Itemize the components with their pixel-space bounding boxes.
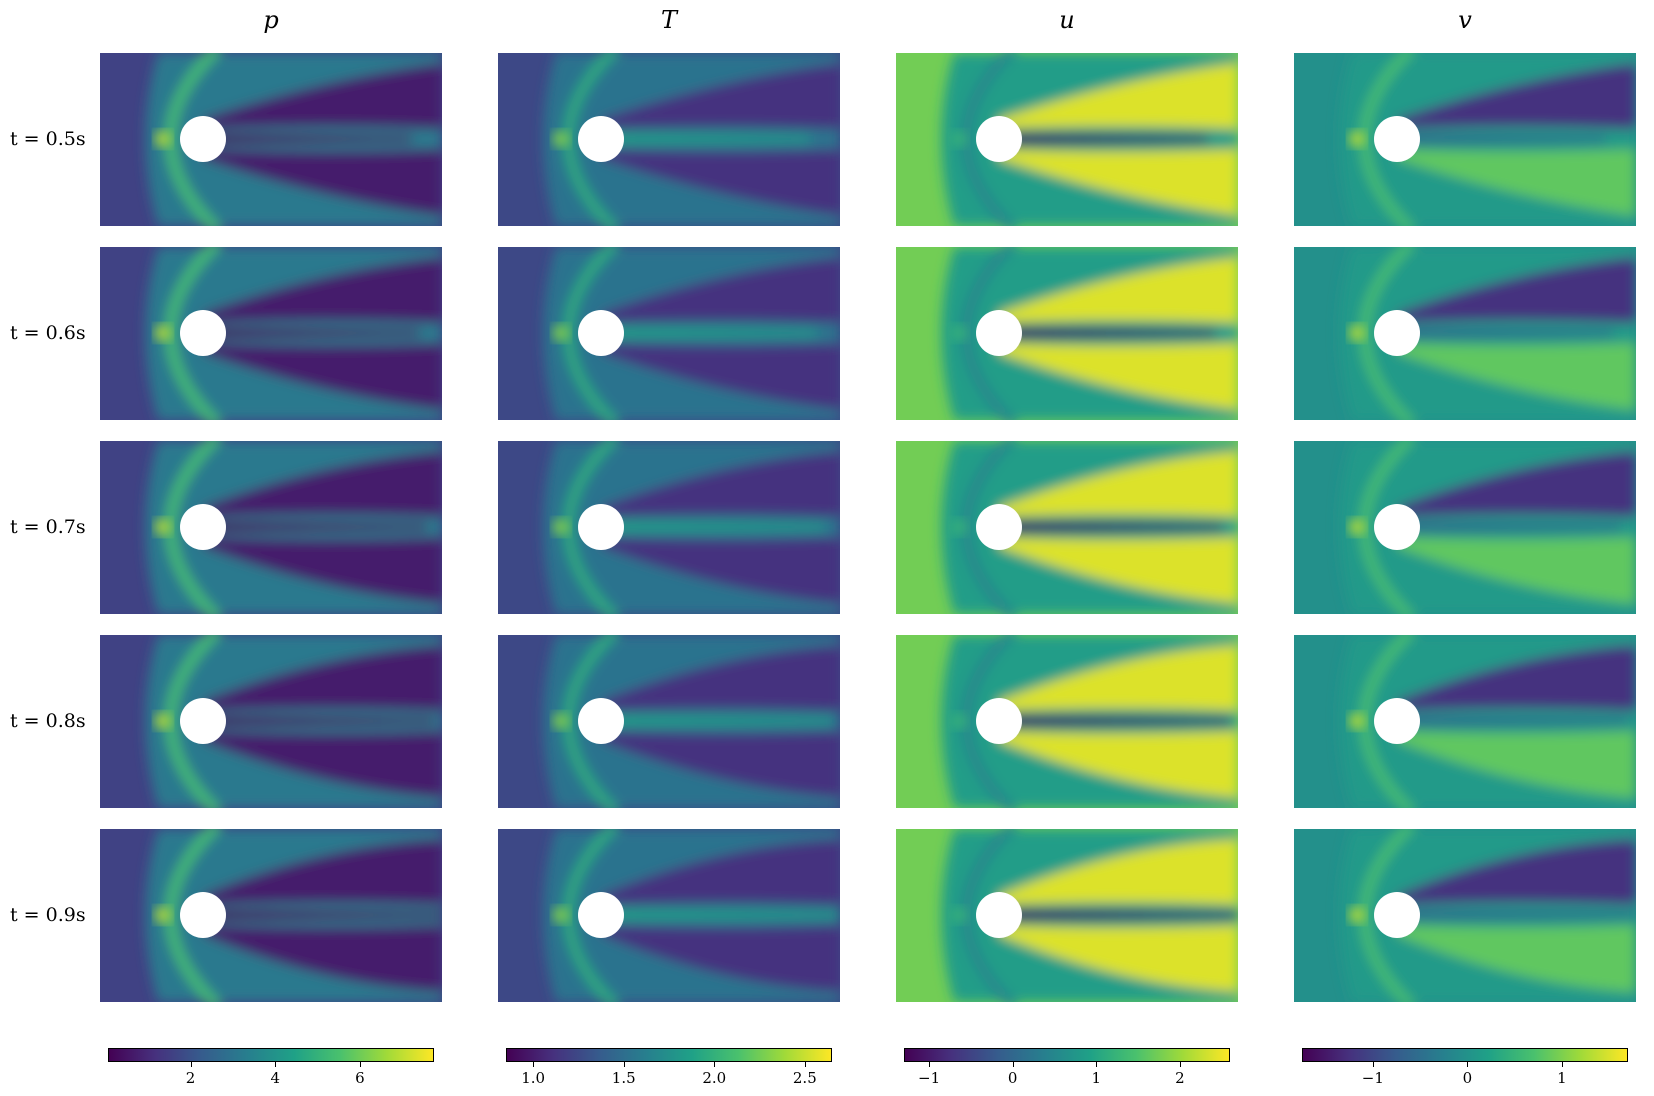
field-panel-u-row-0 [896, 53, 1238, 226]
colorbar-tick-label: 2.5 [792, 1069, 817, 1087]
colorbar-T [506, 1048, 832, 1062]
colorbar-tick [275, 1062, 277, 1067]
cylinder-obstacle [578, 116, 624, 162]
cylinder-obstacle [578, 892, 624, 938]
colorbar-tick-label: 2 [1175, 1069, 1185, 1087]
colorbar-tick [1012, 1062, 1014, 1067]
cylinder-obstacle [180, 116, 226, 162]
field-panel-v-row-2 [1294, 441, 1636, 614]
colorbar-tick [804, 1062, 806, 1067]
row-label-2: t = 0.7s [10, 515, 86, 538]
colorbar-tick [1179, 1062, 1181, 1067]
colorbar-tick [190, 1062, 192, 1067]
cylinder-obstacle [976, 310, 1022, 356]
cylinder-obstacle [1374, 698, 1420, 744]
row-label-4: t = 0.9s [10, 903, 86, 926]
colorbar-tick [533, 1062, 535, 1067]
cylinder-obstacle [1374, 892, 1420, 938]
cylinder-obstacle [180, 698, 226, 744]
colorbar-tick [1561, 1062, 1563, 1067]
field-panel-u-row-3 [896, 635, 1238, 808]
column-title-u: u [1059, 6, 1075, 34]
colorbar-tick-label: 2.0 [702, 1069, 727, 1087]
colorbar-v [1302, 1048, 1628, 1062]
field-panel-p-row-1 [100, 247, 442, 420]
cylinder-obstacle [180, 892, 226, 938]
cylinder-obstacle [578, 504, 624, 550]
colorbar-tick-label: −1 [918, 1069, 941, 1087]
field-panel-v-row-3 [1294, 635, 1636, 808]
colorbar-p [108, 1048, 434, 1062]
cylinder-obstacle [180, 504, 226, 550]
cylinder-obstacle [976, 504, 1022, 550]
field-panel-p-row-0 [100, 53, 442, 226]
field-panel-T-row-1 [498, 247, 840, 420]
colorbar-tick-label: 1 [1557, 1069, 1567, 1087]
cylinder-obstacle [1374, 310, 1420, 356]
colorbar-tick-label: 0 [1462, 1069, 1473, 1087]
cylinder-obstacle [1374, 116, 1420, 162]
colorbar-tick [1467, 1062, 1469, 1067]
field-panel-T-row-3 [498, 635, 840, 808]
cylinder-obstacle [180, 310, 226, 356]
field-panel-v-row-4 [1294, 829, 1636, 1002]
field-panel-u-row-2 [896, 441, 1238, 614]
field-panel-u-row-4 [896, 829, 1238, 1002]
cylinder-obstacle [1374, 504, 1420, 550]
field-panel-p-row-4 [100, 829, 442, 1002]
field-panel-v-row-0 [1294, 53, 1636, 226]
row-label-0: t = 0.5s [10, 127, 86, 150]
cylinder-obstacle [976, 892, 1022, 938]
colorbar-tick-label: 2 [185, 1069, 196, 1087]
colorbar-tick-label: 4 [270, 1069, 280, 1087]
field-panel-u-row-1 [896, 247, 1238, 420]
colorbar-tick-label: 1.5 [611, 1069, 636, 1087]
colorbar-tick [929, 1062, 931, 1067]
cylinder-obstacle [578, 310, 624, 356]
colorbar-tick-label: −1 [1361, 1069, 1384, 1087]
colorbar-tick [623, 1062, 625, 1067]
field-panel-T-row-4 [498, 829, 840, 1002]
column-title-v: v [1458, 6, 1472, 34]
field-panel-p-row-2 [100, 441, 442, 614]
cylinder-obstacle [976, 698, 1022, 744]
colorbar-tick [1096, 1062, 1098, 1067]
field-panel-T-row-0 [498, 53, 840, 226]
colorbar-tick-label: 6 [355, 1069, 365, 1087]
field-panel-v-row-1 [1294, 247, 1636, 420]
column-title-T: T [660, 6, 677, 34]
row-label-3: t = 0.8s [10, 709, 86, 732]
cylinder-obstacle [578, 698, 624, 744]
colorbar-tick [1372, 1062, 1374, 1067]
colorbar-tick [714, 1062, 716, 1067]
colorbar-u [904, 1048, 1230, 1062]
colorbar-tick [359, 1062, 361, 1067]
colorbar-tick-label: 0 [1007, 1069, 1018, 1087]
colorbar-tick-label: 1.0 [521, 1069, 546, 1087]
field-panel-p-row-3 [100, 635, 442, 808]
colorbar-tick-label: 1 [1091, 1069, 1102, 1087]
column-title-p: p [263, 6, 279, 34]
field-panel-T-row-2 [498, 441, 840, 614]
cylinder-obstacle [976, 116, 1022, 162]
row-label-1: t = 0.6s [10, 321, 86, 344]
